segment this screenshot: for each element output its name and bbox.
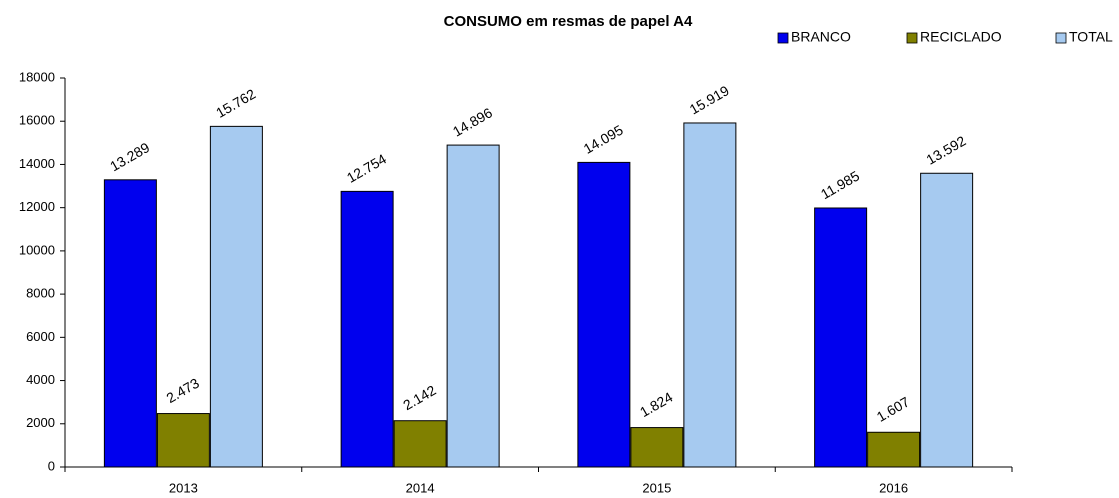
x-tick-label: 2016 [879, 480, 908, 495]
x-tick-label: 2013 [169, 480, 198, 495]
data-label: 1.824 [637, 389, 676, 420]
data-label: 11.985 [818, 167, 862, 202]
bar [577, 161, 631, 468]
legend-swatch [1055, 32, 1067, 44]
y-tick-label: 8000 [26, 286, 55, 301]
legend-label: TOTAL [1069, 29, 1113, 45]
y-tick-label: 0 [48, 458, 55, 473]
y-tick-label: 14000 [19, 156, 55, 171]
data-label: 1.607 [874, 393, 913, 424]
y-tick-label: 12000 [19, 199, 55, 214]
y-tick-label: 16000 [19, 113, 55, 128]
bar [446, 144, 500, 468]
data-label: 13.592 [923, 132, 968, 167]
y-tick-label: 10000 [19, 242, 55, 257]
chart-title: CONSUMO em resmas de papel A4 [444, 13, 693, 30]
bar [920, 172, 974, 468]
legend-label: RECICLADO [920, 29, 1002, 45]
bar [393, 420, 447, 468]
bar [630, 427, 684, 468]
bar [340, 190, 394, 468]
x-tick-label: 2014 [406, 480, 435, 495]
bar [867, 431, 921, 468]
y-tick-label: 4000 [26, 372, 55, 387]
data-label: 12.754 [344, 151, 389, 186]
bar [156, 413, 210, 468]
y-tick-label: 18000 [19, 69, 55, 84]
data-label: 15.919 [687, 82, 732, 117]
data-label: 15.762 [213, 86, 258, 121]
data-label: 14.896 [450, 104, 495, 139]
legend-swatch [777, 32, 789, 44]
bar [814, 207, 868, 468]
y-tick-label: 6000 [26, 329, 55, 344]
legend-label: BRANCO [791, 29, 851, 45]
bar [209, 125, 263, 468]
data-label: 13.289 [107, 139, 152, 174]
data-label: 2.142 [400, 382, 439, 413]
x-tick-label: 2015 [642, 480, 671, 495]
bar [103, 179, 157, 468]
y-tick-label: 2000 [26, 415, 55, 430]
data-label: 14.095 [581, 122, 626, 157]
legend-swatch [906, 32, 918, 44]
data-label: 2.473 [164, 375, 203, 406]
bar [683, 122, 737, 468]
